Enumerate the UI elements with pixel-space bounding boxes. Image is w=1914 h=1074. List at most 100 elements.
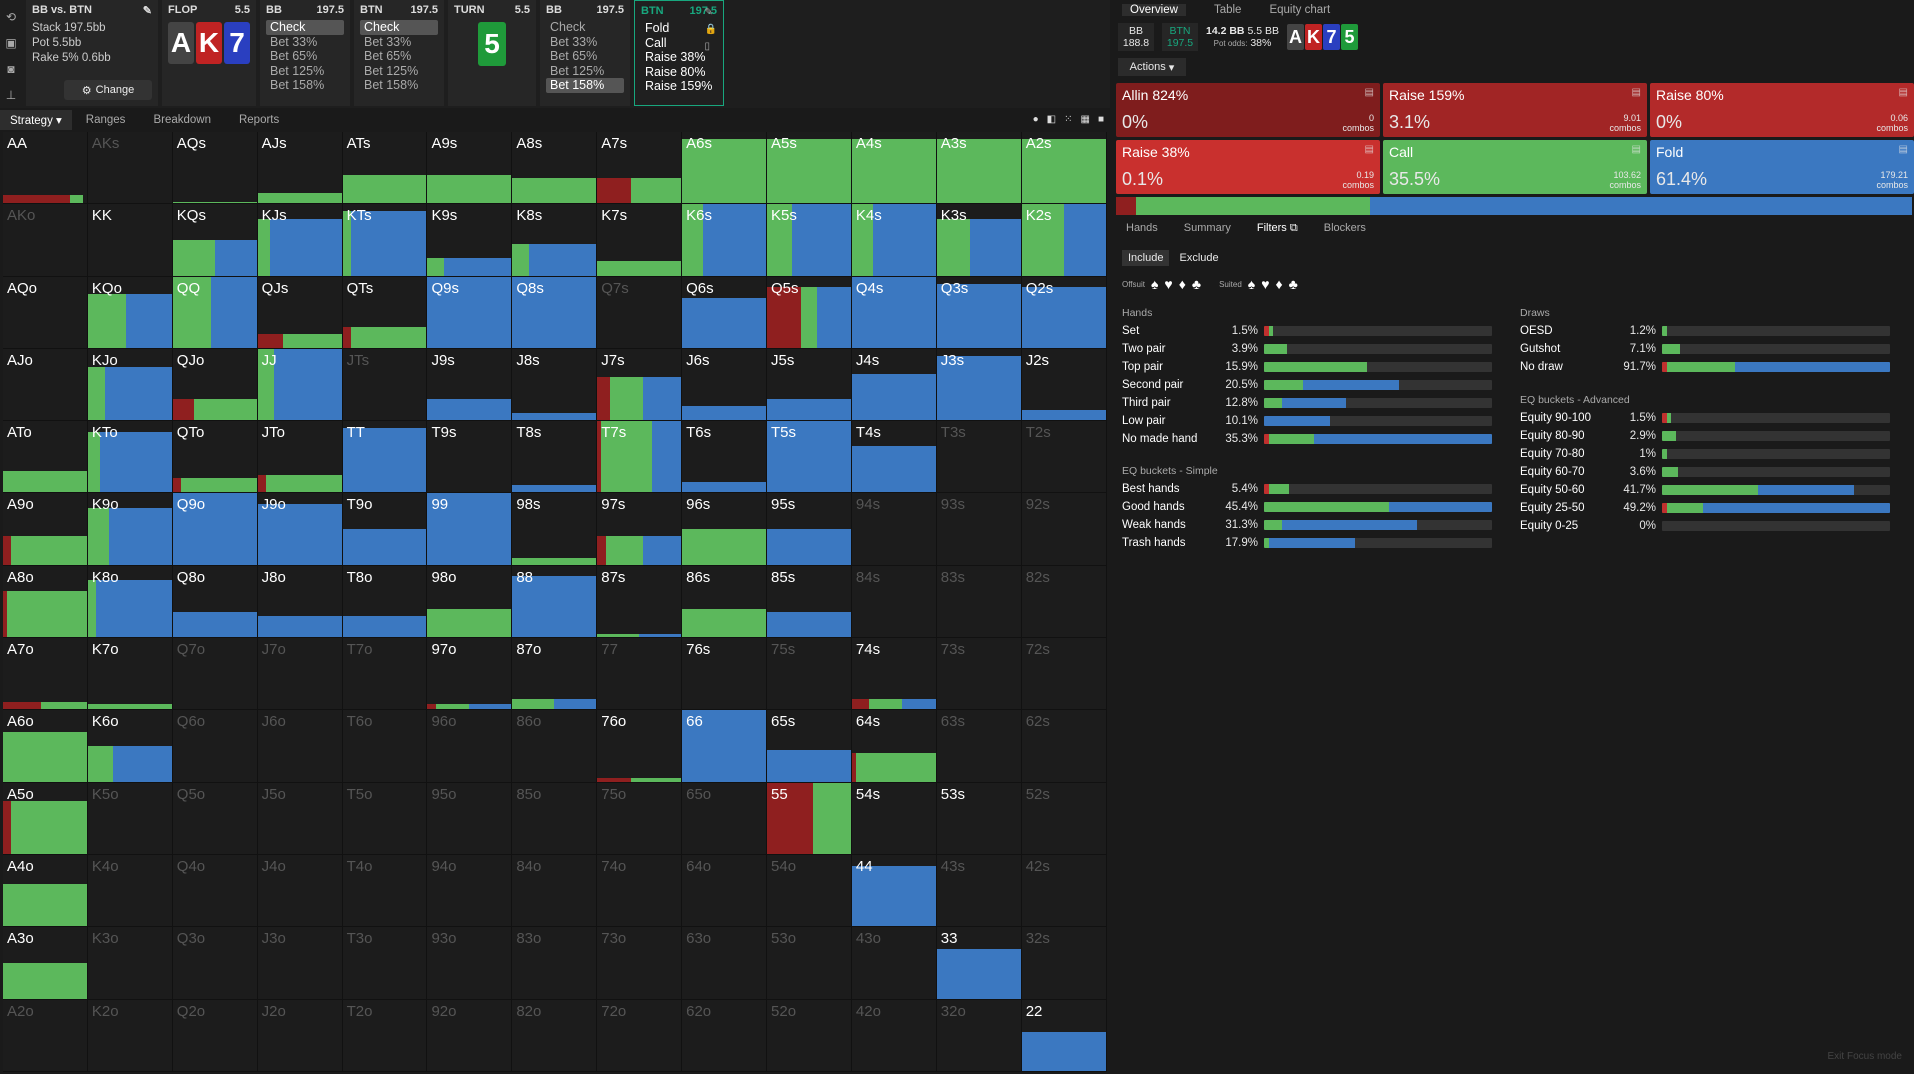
hand-cell[interactable]: 87s <box>597 565 683 639</box>
hand-cell[interactable]: 94s <box>851 493 937 566</box>
action-option[interactable]: Bet 65% <box>550 49 598 63</box>
club-filter-icon[interactable]: ♣ <box>1191 276 1202 292</box>
filter-row[interactable]: Two pair 3.9% <box>1122 340 1492 358</box>
hand-cell[interactable]: Q3s <box>936 276 1022 349</box>
hand-cell[interactable]: K2s <box>1021 204 1107 277</box>
hand-cell[interactable]: JTo <box>257 421 343 494</box>
hand-cell[interactable]: 72s <box>1021 638 1107 711</box>
hand-cell[interactable]: T3s <box>936 421 1022 494</box>
hand-cell[interactable]: J2s <box>1021 348 1107 422</box>
include-toggle[interactable]: Include <box>1122 250 1170 266</box>
hand-cell[interactable]: JJ <box>257 348 343 422</box>
hand-cell[interactable]: T2o <box>342 999 428 1072</box>
suited-diamond-icon[interactable]: ♦ <box>1275 276 1283 292</box>
hand-cell[interactable]: Q7s <box>597 276 683 349</box>
hand-cell[interactable]: Q6s <box>682 276 768 349</box>
hand-cell[interactable]: 75o <box>597 782 683 855</box>
hand-cell[interactable]: KJs <box>257 204 343 277</box>
hand-cell[interactable]: AKs <box>87 132 173 205</box>
lock-icon[interactable]: 🔒 <box>704 24 717 35</box>
action-option[interactable]: Bet 125% <box>270 63 325 78</box>
hand-cell[interactable]: 94o <box>427 854 513 928</box>
hand-cell[interactable]: 96o <box>427 710 513 783</box>
action-option[interactable]: Bet 65% <box>270 49 318 63</box>
exit-focus-mode[interactable]: Exit Focus mode <box>1827 1051 1902 1062</box>
hand-cell[interactable]: 75s <box>767 638 852 711</box>
hand-cell[interactable]: K3s <box>936 204 1022 277</box>
hand-cell[interactable]: J7o <box>257 638 343 711</box>
hand-cell[interactable]: Q8s <box>512 276 598 349</box>
notes-icon[interactable]: ▤ <box>1364 144 1374 155</box>
hand-cell[interactable]: AQo <box>3 276 88 349</box>
hand-cell[interactable]: A4s <box>851 132 937 205</box>
hand-cell[interactable]: T6o <box>342 710 428 783</box>
filter-row[interactable]: Equity 50-60 41.7% <box>1520 481 1890 499</box>
action-option[interactable]: Check <box>550 20 586 34</box>
hand-cell[interactable]: 53s <box>936 782 1022 855</box>
hand-cell[interactable]: K9s <box>427 204 513 277</box>
hand-cell[interactable]: J6s <box>682 348 768 422</box>
hand-cell[interactable]: KTs <box>342 204 428 277</box>
hand-cell[interactable]: T3o <box>342 927 428 1000</box>
hand-cell[interactable]: 74s <box>851 638 937 711</box>
suited-heart-icon[interactable]: ♥ <box>1261 276 1270 292</box>
edit-icon[interactable]: ✎ <box>142 5 152 17</box>
hand-cell[interactable]: 76s <box>682 638 768 711</box>
hand-cell[interactable]: K9o <box>87 493 173 566</box>
hand-cell[interactable]: A6s <box>682 132 768 205</box>
hand-cell[interactable]: T5o <box>342 782 428 855</box>
hand-cell[interactable]: A2o <box>3 999 88 1072</box>
hand-cell[interactable]: KQs <box>172 204 258 277</box>
hand-cell[interactable]: 55 <box>767 782 852 855</box>
hand-cell[interactable]: 93o <box>427 927 513 1000</box>
filter-row[interactable]: Equity 80-90 2.9% <box>1520 427 1890 445</box>
hand-cell[interactable]: T4o <box>342 854 428 928</box>
action-option[interactable]: Bet 125% <box>364 63 419 78</box>
save-icon[interactable]: ▣ <box>5 36 17 50</box>
hand-cell[interactable]: T8s <box>512 421 598 494</box>
hand-cell[interactable]: T7o <box>342 638 428 711</box>
hand-cell[interactable]: Q8o <box>172 565 258 639</box>
filter-row[interactable]: No draw 91.7% <box>1520 358 1890 376</box>
notes-icon[interactable]: ▤ <box>1631 87 1641 98</box>
subtab-filters[interactable]: Filters ⧉ <box>1256 222 1298 234</box>
hand-cell[interactable]: AA <box>3 132 88 205</box>
filter-row[interactable]: Good hands 45.4% <box>1122 498 1492 516</box>
hand-cell[interactable]: TT <box>342 421 428 494</box>
filter-row[interactable]: Top pair 15.9% <box>1122 358 1492 376</box>
grid-view-icon[interactable]: ▦ <box>1080 114 1090 125</box>
refresh-icon[interactable]: ⟲ <box>5 10 17 24</box>
hand-cell[interactable]: 33 <box>936 927 1022 1000</box>
subtab-hands[interactable]: Hands <box>1126 222 1158 234</box>
hand-cell[interactable]: J3o <box>257 927 343 1000</box>
hand-cell[interactable]: J2o <box>257 999 343 1072</box>
hand-cell[interactable]: 83o <box>512 927 598 1000</box>
hand-cell[interactable]: Q4s <box>851 276 937 349</box>
hand-cell[interactable]: A4o <box>3 854 88 928</box>
hand-cell[interactable]: 95s <box>767 493 852 566</box>
hand-cell[interactable]: 43o <box>851 927 937 1000</box>
hand-cell[interactable]: 97o <box>427 638 513 711</box>
hand-cell[interactable]: K8s <box>512 204 598 277</box>
street-tile[interactable]: TURN 5.5 5 <box>448 0 536 106</box>
hand-cell[interactable]: 85o <box>512 782 598 855</box>
hand-cell[interactable]: 32s <box>1021 927 1107 1000</box>
hand-cell[interactable]: 82o <box>512 999 598 1072</box>
dots-view-icon[interactable]: ⁙ <box>1064 114 1073 125</box>
notes-icon[interactable]: ▤ <box>1898 87 1908 98</box>
hand-cell[interactable]: T7s <box>597 421 683 494</box>
edit-icon[interactable]: ✎ <box>704 7 713 18</box>
half-view-icon[interactable]: ◧ <box>1046 114 1057 125</box>
hand-cell[interactable]: J8s <box>512 348 598 422</box>
hand-cell[interactable]: A5o <box>3 782 88 855</box>
hand-cell[interactable]: 65s <box>767 710 852 783</box>
action-option[interactable]: Bet 33% <box>550 34 598 49</box>
hand-cell[interactable]: A8o <box>3 565 88 639</box>
hand-cell[interactable]: A9s <box>427 132 513 205</box>
hand-cell[interactable]: 52o <box>767 999 852 1072</box>
hand-cell[interactable]: QTo <box>172 421 258 494</box>
hand-cell[interactable]: 73s <box>936 638 1022 711</box>
hand-cell[interactable]: K2o <box>87 999 173 1072</box>
action-box[interactable]: Raise 80% ▤ 0% 0.06 combos <box>1650 83 1914 137</box>
hand-cell[interactable]: J9o <box>257 493 343 566</box>
